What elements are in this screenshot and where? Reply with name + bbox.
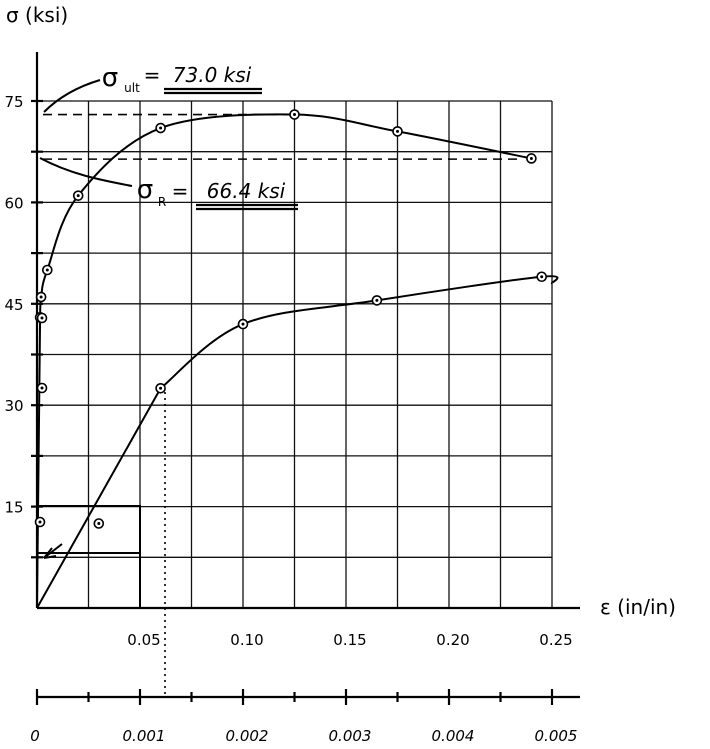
data-point-center	[293, 113, 296, 117]
inset-box	[37, 505, 141, 608]
data-point-center	[375, 298, 379, 302]
data-points	[34, 109, 548, 529]
x-tick-label-upper: 0.25	[539, 631, 572, 649]
ult-leader	[43, 79, 101, 113]
x-tick-label-lower: 0.005	[535, 727, 578, 745]
ult-subscript: ult	[124, 81, 140, 95]
x-tick-label-lower: 0.001	[123, 727, 166, 745]
data-point-center	[76, 194, 80, 198]
data-point-center	[241, 322, 245, 326]
x-tick-label-lower: 0.002	[226, 727, 269, 745]
ult-value: 73.0 ksi	[173, 63, 252, 87]
x-tick-label-upper: 0.20	[436, 631, 469, 649]
data-point-center	[40, 316, 44, 320]
x-tick-label-lower: 0.003	[329, 727, 372, 745]
x-tick-label-upper: 0.10	[230, 631, 263, 649]
data-point-center	[97, 522, 101, 525]
ult-equals: =	[144, 63, 161, 87]
ult-symbol: σ	[102, 63, 118, 93]
data-point-center	[540, 275, 544, 279]
grid	[37, 100, 553, 608]
x-axis-label: ε (in/in)	[600, 595, 676, 619]
origin-arrow-head	[43, 547, 57, 559]
lower-scale-curve	[36, 275, 559, 609]
axes	[31, 52, 580, 705]
data-point-center	[45, 268, 49, 272]
data-point-center	[39, 295, 43, 299]
data-point-center	[159, 126, 163, 130]
r-equals: =	[172, 179, 189, 203]
x-tick-label-lower: 0.004	[432, 727, 475, 745]
r-value: 66.4 ksi	[207, 179, 286, 203]
data-point-center	[529, 156, 533, 160]
x-tick-label-lower: 0	[30, 727, 40, 745]
curves	[36, 113, 559, 609]
x-tick-label-upper: 0.05	[127, 631, 160, 649]
data-point-center	[40, 386, 44, 390]
r-leader	[39, 157, 133, 187]
r-subscript: R	[158, 195, 166, 209]
data-point-center	[159, 386, 163, 390]
y-tick-label: 75	[4, 93, 23, 111]
y-tick-label: 15	[4, 499, 23, 517]
data-point-center	[396, 129, 399, 133]
labels: 15 30 45 60 75 0.05 0.10 0.15 0.20 0.25 0 0.001 0.00…	[4, 3, 676, 745]
y-axis-label: σ (ksi)	[6, 3, 68, 27]
y-tick-label: 30	[4, 397, 23, 415]
r-symbol: σ	[137, 175, 153, 205]
y-tick-label: 45	[4, 296, 23, 314]
y-tick-label: 60	[4, 194, 23, 212]
data-point-center	[38, 520, 42, 524]
x-tick-label-upper: 0.15	[333, 631, 366, 649]
